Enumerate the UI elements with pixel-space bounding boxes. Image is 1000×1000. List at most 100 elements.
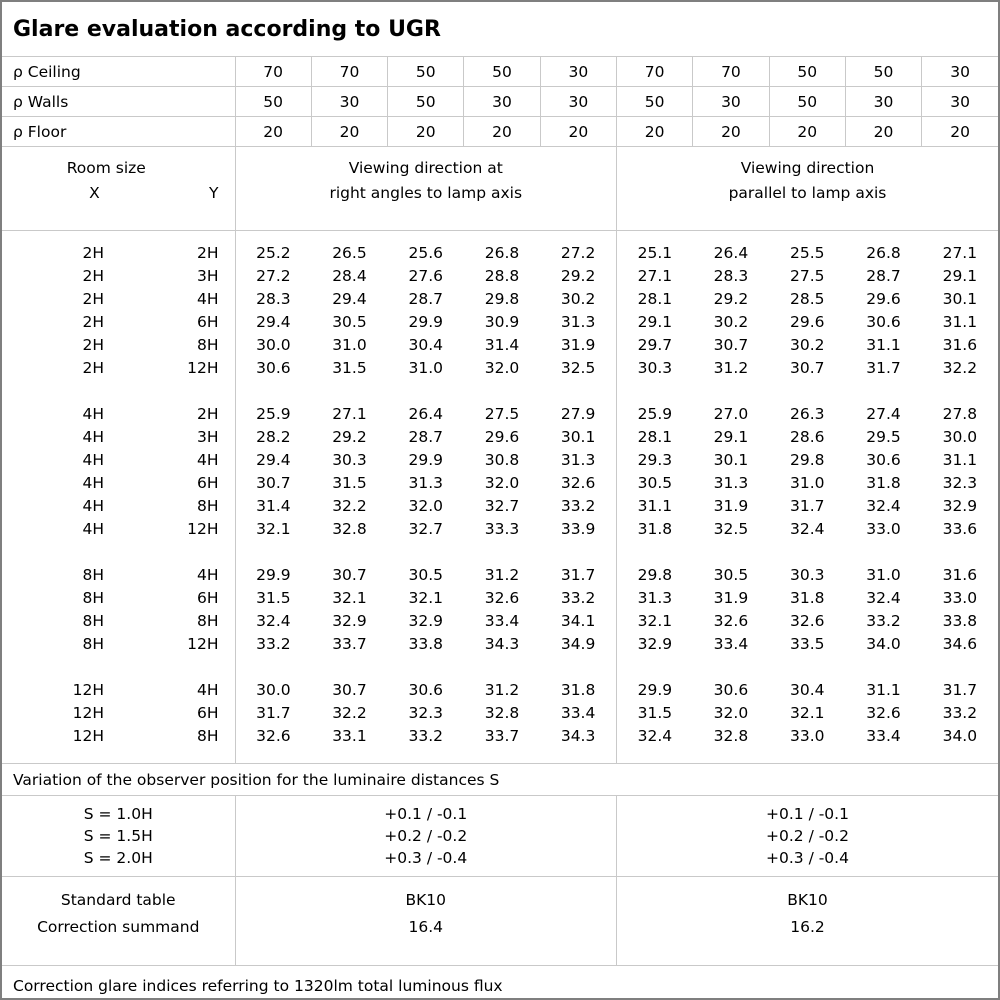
ugr-value: 31.1: [866, 335, 901, 354]
reflectance-value: 50: [844, 56, 923, 87]
ugr-value: 30.6: [234, 356, 312, 379]
ugr-value: 30.5: [713, 565, 749, 584]
ugr-value: 33.0: [789, 726, 825, 745]
ugr-value: 30.1: [713, 450, 749, 469]
room-y-value: 12H: [187, 634, 219, 653]
spacer-cell: [234, 379, 617, 402]
ugr-value: 29.6: [789, 312, 825, 331]
standard-correction-labels: Standard table Correction summand: [2, 876, 235, 966]
reflectance-label: ρ Walls: [2, 86, 236, 117]
ugr-row: 2H 4H 28.3 29.4 28.7 29.8 30.2 28.1 29.2 28.5 29.6…: [2, 287, 998, 310]
ugr-value: 28.5: [789, 289, 825, 308]
ugr-value: 32.6: [713, 611, 749, 630]
ugr-value: 30.7: [332, 565, 367, 584]
ugr-value: 31.2: [484, 680, 520, 699]
reflectance-value: 20: [844, 116, 923, 147]
s-variation-value: +0.1 / -0.1: [384, 805, 468, 823]
ugr-value: 25.2: [234, 241, 312, 264]
ugr-row: 8H 6H 31.5 32.1 32.1 32.6 33.2 31.3 31.9 31.8 32.4…: [2, 586, 998, 609]
ugr-value: 33.3: [484, 519, 520, 538]
ugr-value: 30.5: [332, 312, 367, 331]
reflectance-value: 20: [615, 116, 694, 147]
ugr-value: 28.3: [713, 266, 749, 285]
room-y-value: 6H: [196, 703, 219, 722]
ugr-value: 33.2: [942, 703, 978, 722]
ugr-value: 29.6: [866, 289, 901, 308]
ugr-value: 33.4: [560, 703, 596, 722]
ugr-value: 28.6: [789, 427, 825, 446]
ugr-value: 32.4: [615, 724, 693, 747]
ugr-value: 28.2: [234, 425, 312, 448]
ugr-value: 32.2: [332, 496, 367, 515]
ugr-value: 32.0: [408, 496, 443, 515]
ugr-value: 27.5: [789, 266, 825, 285]
ugr-row: 4H 4H 29.4 30.3 29.9 30.8 31.3 29.3 30.1 29.8 30.6…: [2, 448, 998, 471]
ugr-row: 4H 2H 25.9 27.1 26.4 27.5 27.9 25.9 27.0 26.3 27.4…: [2, 402, 998, 425]
ugr-value: 30.7: [234, 471, 312, 494]
ugr-value: 30.6: [866, 450, 901, 469]
spacer-row: [2, 655, 998, 678]
ugr-value: 28.7: [408, 427, 443, 446]
ugr-value: 33.0: [942, 588, 978, 607]
ugr-value: 33.2: [560, 496, 596, 515]
standard-correction-parallel: BK10 16.2: [615, 876, 998, 966]
ugr-value: 30.8: [484, 450, 520, 469]
room-y-value: 3H: [196, 266, 219, 285]
ugr-value: 34.0: [942, 726, 978, 745]
variation-note: Variation of the observer position for t…: [2, 763, 998, 796]
ugr-value: 32.9: [408, 611, 443, 630]
ugr-value: 30.0: [942, 427, 978, 446]
spacer-cell: [234, 540, 617, 563]
ugr-row: 4H 8H 31.4 32.2 32.0 32.7 33.2 31.1 31.9 31.7 32.4…: [2, 494, 998, 517]
x-column-label: X: [89, 184, 100, 202]
ugr-value: 30.0: [234, 333, 312, 356]
reflectance-value: 20: [692, 116, 770, 147]
ugr-value: 29.9: [234, 563, 312, 586]
ugr-value: 32.0: [713, 703, 749, 722]
s-variation-value: +0.1 / -0.1: [766, 805, 849, 823]
room-y-value: 4H: [196, 450, 219, 469]
ugr-row: 2H 12H 30.6 31.5 31.0 32.0 32.5 30.3 31.2 30.7 31.…: [2, 356, 998, 379]
standard-table-value: BK10: [787, 891, 828, 909]
ugr-value: 31.0: [332, 335, 367, 354]
group-header-line: Viewing direction: [740, 159, 875, 177]
room-x-value: 2H: [82, 358, 104, 377]
ugr-value: 34.1: [560, 611, 596, 630]
s-variation-value: +0.2 / -0.2: [766, 827, 849, 845]
ugr-value: 26.3: [789, 404, 825, 423]
ugr-row: 8H 8H 32.4 32.9 32.9 33.4 34.1 32.1 32.6 32.6 33.2…: [2, 609, 998, 632]
room-x-value: 4H: [82, 450, 104, 469]
correction-note: Correction glare indices referring to 13…: [13, 977, 503, 995]
ugr-value: 31.3: [408, 473, 443, 492]
ugr-value: 31.0: [866, 565, 901, 584]
ugr-value: 33.2: [234, 632, 312, 655]
room-y-value: 4H: [196, 289, 219, 308]
spacer-cell: [2, 540, 235, 563]
room-x-value: 2H: [82, 266, 104, 285]
ugr-value: 26.8: [484, 243, 520, 262]
ugr-value: 33.6: [942, 519, 978, 538]
ugr-value: 29.8: [789, 450, 825, 469]
spacer-cell: [2, 379, 235, 402]
ugr-value: 31.2: [484, 565, 520, 584]
ugr-value: 29.4: [332, 289, 367, 308]
ugr-value: 30.6: [866, 312, 901, 331]
reflectance-row: ρ Ceiling 70 70 50 50 30 70 70 50 50 30: [2, 56, 998, 87]
ugr-value: 32.3: [942, 473, 978, 492]
ugr-value: 31.8: [866, 473, 901, 492]
reflectance-value: 30: [539, 86, 617, 117]
room-x-value: 4H: [82, 519, 104, 538]
ugr-value: 32.1: [234, 517, 312, 540]
reflectance-row: ρ Floor 20 20 20 20 20 20 20 20 20 20: [2, 116, 998, 147]
ugr-value: 32.7: [484, 496, 520, 515]
ugr-value: 30.2: [789, 335, 825, 354]
reflectance-value: 20: [387, 116, 465, 147]
correction-summand-value: 16.2: [790, 918, 825, 936]
room-x-value: 4H: [82, 404, 104, 423]
s-distance-label: S = 1.0H: [83, 805, 153, 823]
ugr-value: 32.8: [484, 703, 520, 722]
ugr-value: 29.9: [408, 312, 443, 331]
ugr-value: 32.1: [408, 588, 443, 607]
ugr-value: 26.4: [713, 243, 749, 262]
room-x-value: 12H: [72, 726, 104, 745]
